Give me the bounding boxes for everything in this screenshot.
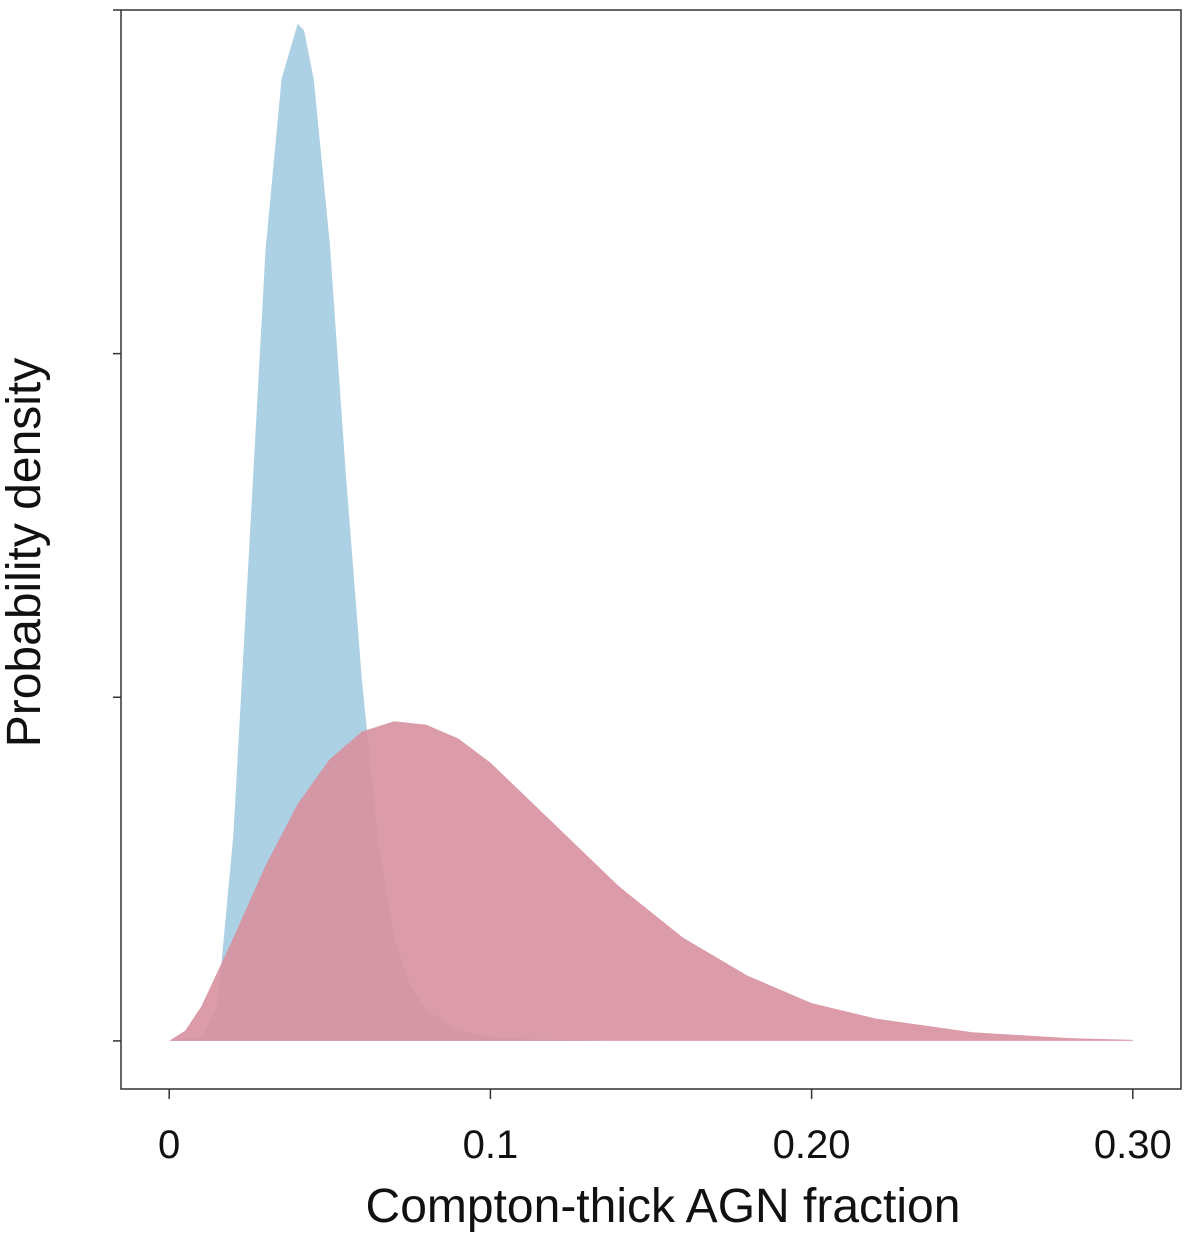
plot-area (169, 23, 1133, 1041)
x-tick-label: 0.30 (1094, 1123, 1172, 1167)
x-axis-ticks: 0 0.1 0.20 0.30 (158, 1089, 1172, 1167)
x-axis-title: Compton-thick AGN fraction (366, 1180, 961, 1233)
plot-frame (120, 9, 1182, 1090)
y-axis-ticks (113, 9, 121, 1042)
density-area-2 (169, 721, 1133, 1041)
x-tick-label: 0.20 (773, 1123, 851, 1167)
y-axis-title: Probability density (0, 358, 51, 748)
x-tick-label: 0 (158, 1123, 180, 1167)
x-tick-label: 0.1 (463, 1123, 519, 1167)
